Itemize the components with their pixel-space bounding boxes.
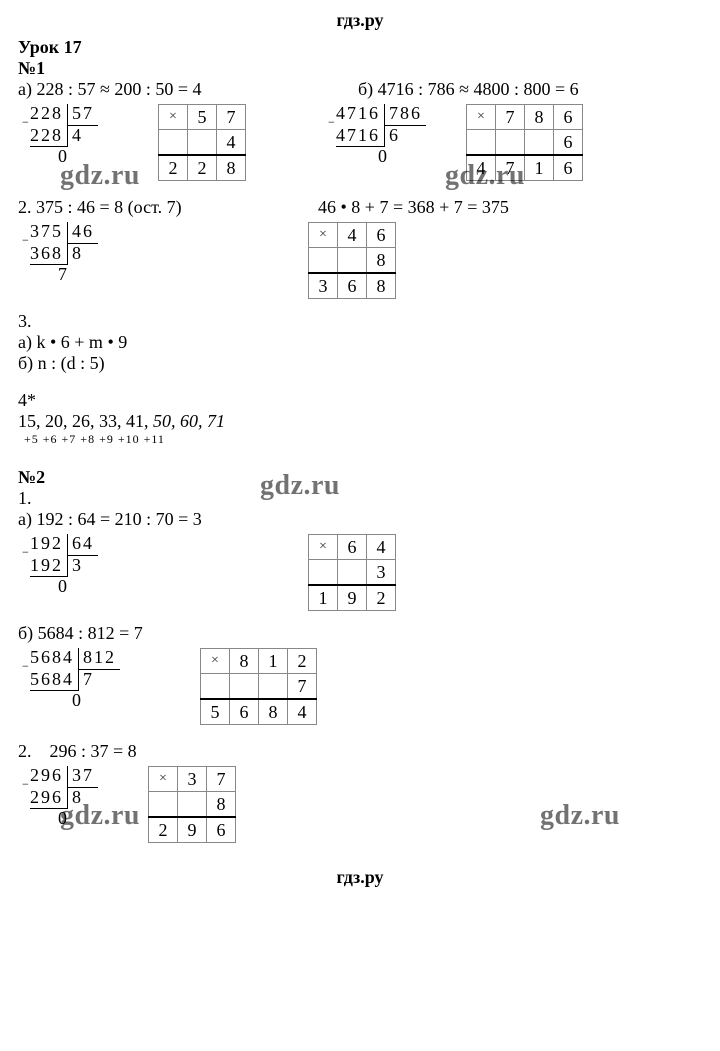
quotient: 4 — [67, 126, 87, 147]
lesson-title: Урок 17 — [18, 37, 702, 58]
subtrahend: 192 — [30, 556, 67, 577]
minus-icon: − — [22, 778, 29, 791]
mult-grid-4: ×812 7 5684 — [200, 648, 317, 725]
remainder: 0 — [30, 809, 98, 829]
s2-item-1: 1. — [18, 488, 702, 509]
section-2-title: №2 — [18, 467, 702, 488]
minus-icon: − — [22, 116, 29, 129]
subtrahend: 4716 — [336, 126, 384, 147]
mult-grid-3: ×64 3 192 — [308, 534, 396, 611]
quotient: 8 — [67, 788, 87, 809]
quotient: 7 — [78, 670, 98, 691]
quotient: 3 — [67, 556, 87, 577]
divisor: 46 — [67, 222, 98, 244]
mult-grid-2: ×46 8 368 — [308, 222, 396, 299]
problem-2-label: 2. 375 : 46 = 8 (ост. 7) — [18, 197, 318, 218]
minus-icon: − — [22, 546, 29, 559]
mult-grid-1a: ×57 4 228 — [158, 104, 246, 181]
dividend: 4716 — [336, 104, 384, 126]
long-division-2: − 375 46 368 8 7 — [30, 222, 98, 284]
remainder: 0 — [30, 577, 98, 597]
long-division-4: − 5684 812 5684 7 0 — [30, 648, 120, 710]
site-footer: гдз.ру — [18, 867, 702, 888]
divisor: 812 — [78, 648, 120, 670]
subtrahend: 368 — [30, 244, 67, 265]
subtrahend: 5684 — [30, 670, 78, 691]
long-division-3: − 192 64 192 3 0 — [30, 534, 98, 596]
dividend: 296 — [30, 766, 67, 788]
mult-grid-5: ×37 8 296 — [148, 766, 236, 843]
problem-4-sequence: 15, 20, 26, 33, 41, 50, 60, 71 — [18, 411, 702, 432]
remainder: 0 — [336, 147, 426, 167]
divisor: 37 — [67, 766, 98, 788]
remainder: 0 — [30, 691, 120, 711]
dividend: 375 — [30, 222, 67, 244]
problem-2-check: 46 • 8 + 7 = 368 + 7 = 375 — [318, 197, 509, 218]
divisor: 57 — [67, 104, 98, 126]
subtrahend: 228 — [30, 126, 67, 147]
divisor: 64 — [67, 534, 98, 556]
long-division-1a: − 228 57 228 4 0 — [30, 104, 98, 166]
remainder: 7 — [30, 265, 98, 285]
problem-1b-label: б) 4716 : 786 ≈ 4800 : 800 = 6 — [358, 79, 702, 100]
dividend: 192 — [30, 534, 67, 556]
remainder: 0 — [30, 147, 98, 167]
problem-3a: а) k • 6 + m • 9 — [18, 332, 702, 353]
divisor: 786 — [384, 104, 426, 126]
sequence-answer: 50, 60, 71 — [153, 411, 225, 431]
dividend: 5684 — [30, 648, 78, 670]
minus-icon: − — [328, 116, 335, 129]
minus-icon: − — [22, 660, 29, 673]
quotient: 8 — [67, 244, 87, 265]
dividend: 228 — [30, 104, 67, 126]
site-header: гдз.ру — [18, 10, 702, 31]
problem-3-title: 3. — [18, 311, 702, 332]
section-1-title: №1 — [18, 58, 702, 79]
sequence-main: 15, 20, 26, 33, 41, — [18, 411, 153, 431]
problem-1a-label: а) 228 : 57 ≈ 200 : 50 = 4 — [18, 79, 358, 100]
s2-1b-label: б) 5684 : 812 = 7 — [18, 623, 702, 644]
minus-icon: − — [22, 234, 29, 247]
long-division-5: − 296 37 296 8 0 — [30, 766, 98, 828]
problem-3b: б) n : (d : 5) — [18, 353, 702, 374]
subtrahend: 296 — [30, 788, 67, 809]
s2-2-label: 2. 296 : 37 = 8 — [18, 741, 702, 762]
mult-grid-1b: ×786 6 4716 — [466, 104, 583, 181]
quotient: 6 — [384, 126, 404, 147]
problem-4-title: 4* — [18, 390, 702, 411]
s2-1a-label: а) 192 : 64 = 210 : 70 = 3 — [18, 509, 702, 530]
sequence-diffs: +5 +6 +7 +8 +9 +10 +11 — [24, 432, 702, 447]
long-division-1b: − 4716 786 4716 6 0 — [336, 104, 426, 166]
